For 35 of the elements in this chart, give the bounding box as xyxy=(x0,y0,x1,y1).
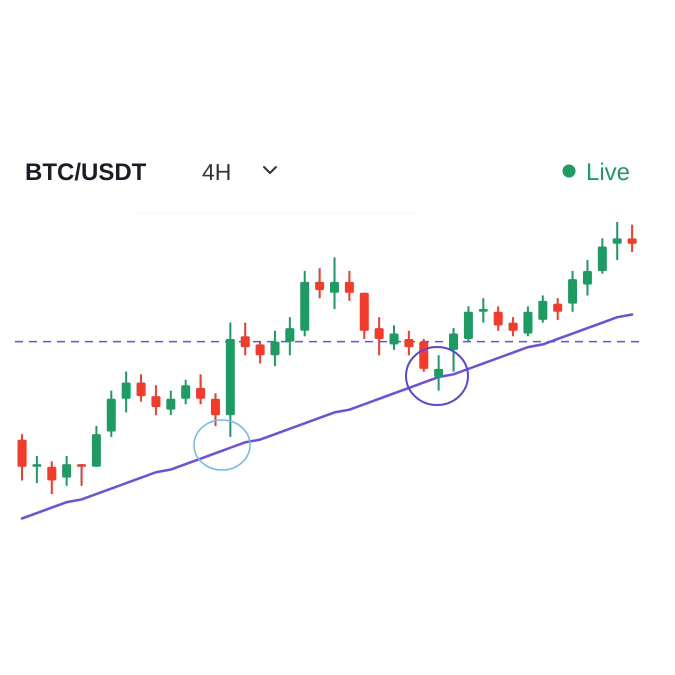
candlestick xyxy=(390,324,398,351)
candlestick xyxy=(582,259,592,296)
candlestick xyxy=(181,378,190,406)
candlestick xyxy=(612,221,622,262)
candlestick xyxy=(166,390,176,416)
candlestick xyxy=(285,316,294,356)
candlestick xyxy=(196,373,206,406)
candlestick xyxy=(136,373,146,403)
candlestick xyxy=(344,270,354,302)
candlestick xyxy=(449,327,458,373)
candlestick xyxy=(628,224,637,253)
candlestick xyxy=(122,370,131,414)
candlestick xyxy=(374,316,384,356)
candlestick xyxy=(508,316,518,338)
candlestick xyxy=(523,305,532,338)
candlestick xyxy=(151,384,160,416)
text: 4H xyxy=(202,159,232,185)
candlestick xyxy=(315,267,324,300)
text: Live xyxy=(586,159,630,186)
candlestick xyxy=(32,454,42,484)
candlestick xyxy=(210,392,220,427)
candlestick xyxy=(553,297,562,321)
candlestick xyxy=(270,330,280,368)
candlestick xyxy=(494,305,503,332)
candlestick xyxy=(478,297,488,324)
candlestick xyxy=(240,322,250,356)
chart-title: BTC/USDT xyxy=(25,159,147,186)
candlestick xyxy=(47,460,56,495)
candlestick xyxy=(256,340,265,364)
candlestick xyxy=(62,454,72,487)
candlestick xyxy=(538,294,548,324)
candlestick xyxy=(404,330,414,356)
candlestick xyxy=(77,463,86,487)
candlestick xyxy=(434,354,444,392)
candlestick xyxy=(330,256,339,310)
